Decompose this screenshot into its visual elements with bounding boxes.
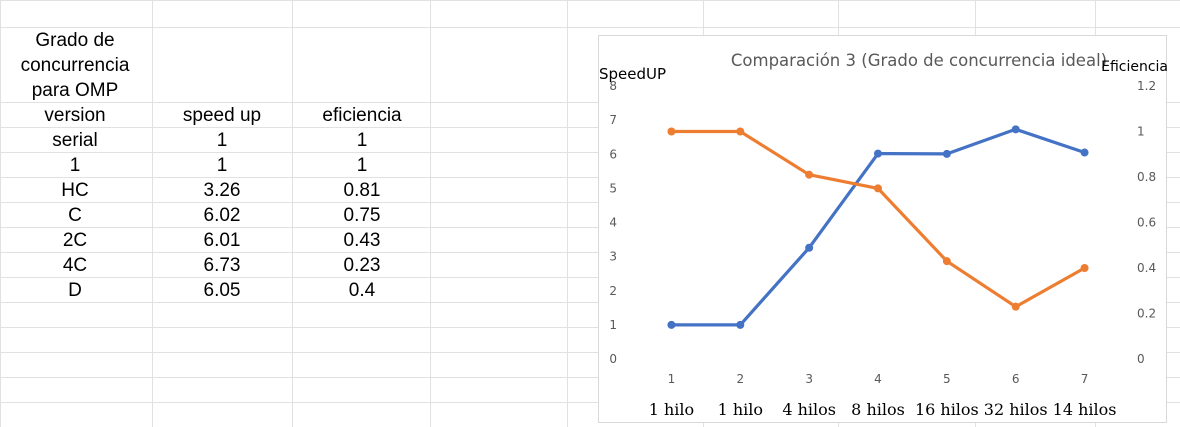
series-2-point <box>805 170 814 179</box>
y-tick-label: 8 <box>609 79 617 93</box>
x-annotation: 14 hilos <box>1053 400 1117 419</box>
series-1-point <box>805 243 814 252</box>
series-2-point <box>736 127 745 136</box>
y2-tick-label: 0.6 <box>1137 216 1156 230</box>
table-cell-version: 2C <box>62 230 88 251</box>
table-cell-speed-up: 6.02 <box>203 205 241 226</box>
y-tick-label: 2 <box>609 284 617 298</box>
series-2-point <box>667 127 676 136</box>
x-tick-label: 7 <box>1081 372 1089 386</box>
table-cell-version: D <box>68 280 82 301</box>
y2-tick-label: 0 <box>1137 352 1145 366</box>
y2-tick-label: 0.8 <box>1137 170 1156 184</box>
y2-axis-title: Eficiencia <box>1101 59 1168 75</box>
y2-tick-label: 1.2 <box>1137 79 1156 93</box>
x-tick-label: 2 <box>736 372 744 386</box>
x-annotation: 8 hilos <box>851 400 905 419</box>
y-tick-label: 6 <box>609 147 617 161</box>
x-tick-label: 5 <box>943 372 951 386</box>
y-tick-label: 0 <box>609 352 617 366</box>
table-cell-version: serial <box>52 130 98 151</box>
y-tick-label: 5 <box>609 181 617 195</box>
table-title-line-1: Grado de <box>35 30 115 51</box>
series-1-point <box>1011 125 1020 134</box>
table-cell-eficiencia: 1 <box>356 155 368 176</box>
column-header-speed-up: speed up <box>182 105 262 126</box>
y2-tick-label: 1 <box>1137 125 1145 139</box>
column-header-version: version <box>44 105 106 126</box>
series-1-point <box>1080 148 1089 157</box>
table-title-line-2: concurrencia <box>20 55 130 76</box>
table-cell-eficiencia: 0.75 <box>343 205 381 226</box>
y-axis-title: SpeedUP <box>599 65 666 83</box>
series-2-point <box>874 184 882 193</box>
table-cell-speed-up: 6.01 <box>203 230 241 251</box>
series-2-point <box>1080 264 1089 272</box>
series-2-point <box>1011 302 1020 311</box>
y-tick-label: 7 <box>609 113 617 127</box>
series-1-point <box>736 320 745 329</box>
table-cell-version: 4C <box>62 255 88 276</box>
line-chart: Comparación 3 (Grado de concurrencia ide… <box>599 51 1168 419</box>
table-cell-eficiencia: 0.4 <box>348 280 376 301</box>
chart-panel[interactable]: Comparación 3 (Grado de concurrencia ide… <box>598 35 1168 423</box>
x-annotation: 32 hilos <box>984 400 1048 419</box>
table-cell-speed-up: 6.73 <box>203 255 241 276</box>
series-line-1 <box>669 127 1087 327</box>
y-tick-label: 1 <box>609 318 617 332</box>
x-annotation: 4 hilos <box>782 400 836 419</box>
y2-tick-label: 0.2 <box>1137 307 1156 321</box>
x-tick-label: 1 <box>668 372 676 386</box>
y-tick-label: 3 <box>609 250 617 264</box>
table-cell-speed-up: 1 <box>216 130 228 151</box>
chart-title: Comparación 3 (Grado de concurrencia ide… <box>731 51 1107 70</box>
table-cell-version: C <box>68 205 82 226</box>
y2-tick-label: 0.4 <box>1137 261 1156 275</box>
series-2-point <box>942 257 951 266</box>
y-tick-label: 4 <box>609 216 617 230</box>
table-cell-eficiencia: 0.43 <box>343 230 381 251</box>
x-annotation: 16 hilos <box>915 400 979 419</box>
series-1-point <box>874 149 882 158</box>
table-cell-version: 1 <box>69 155 81 176</box>
x-tick-label: 4 <box>874 372 882 386</box>
table-cell-speed-up: 3.26 <box>203 180 241 201</box>
series-1-point <box>942 149 951 158</box>
x-annotation: 1 hilo <box>649 400 694 419</box>
table-cell-speed-up: 6.05 <box>203 280 241 301</box>
series-line-2 <box>669 129 1087 309</box>
x-tick-label: 6 <box>1012 372 1020 386</box>
column-header-eficiencia: eficiencia <box>322 105 402 126</box>
table-cell-version: HC <box>61 180 89 201</box>
table-cell-eficiencia: 1 <box>356 130 368 151</box>
table-cell-speed-up: 1 <box>216 155 228 176</box>
x-tick-label: 3 <box>805 372 813 386</box>
series-1-point <box>667 320 676 329</box>
table-cell-eficiencia: 0.23 <box>343 255 381 276</box>
table-title-line-3: para OMP <box>31 80 119 101</box>
x-annotation: 1 hilo <box>718 400 763 419</box>
table-cell-eficiencia: 0.81 <box>343 180 381 201</box>
